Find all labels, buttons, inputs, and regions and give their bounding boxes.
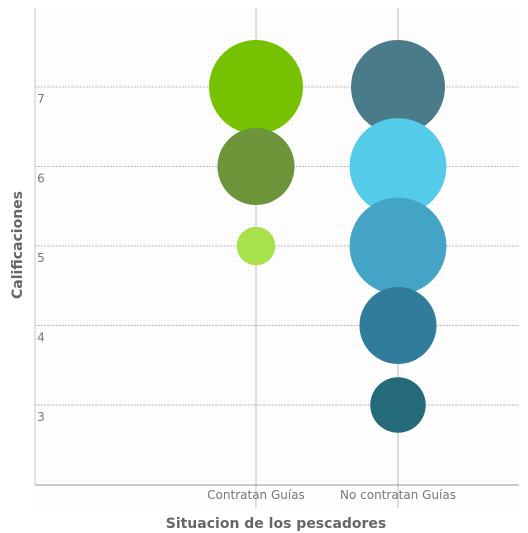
bubble-point — [209, 40, 303, 134]
y-tick-label: 3 — [37, 410, 45, 424]
y-tick-label: 6 — [37, 172, 45, 186]
x-axis-band — [35, 486, 519, 508]
y-axis-ticks: 3 4 5 6 7 — [37, 92, 45, 424]
bubble-point — [351, 40, 445, 134]
y-tick-label: 7 — [37, 92, 45, 106]
x-axis-band-fill — [35, 486, 519, 508]
y-tick-label: 4 — [37, 331, 45, 345]
x-tick-label: No contratan Guías — [340, 488, 456, 502]
bubble-point — [349, 118, 447, 215]
x-axis-title: Situacion de los pescadores — [166, 516, 387, 532]
y-axis-title: Calificaciones — [10, 191, 26, 299]
bubble-series — [209, 40, 447, 433]
bubble-point — [349, 197, 447, 295]
bubble-point — [359, 286, 437, 365]
y-tick-label: 5 — [37, 251, 45, 265]
bubble-point — [370, 377, 426, 433]
x-axis-ticks: Contratan Guías No contratan Guías — [207, 488, 456, 502]
x-tick-label: Contratan Guías — [207, 488, 305, 502]
bubble-point — [217, 127, 295, 206]
bubble-point — [236, 226, 276, 266]
